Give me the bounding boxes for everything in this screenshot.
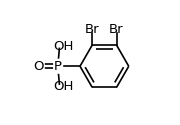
Text: OH: OH <box>53 40 74 53</box>
Text: Br: Br <box>85 23 100 36</box>
Text: P: P <box>54 60 62 73</box>
Text: O: O <box>33 60 44 73</box>
Text: OH: OH <box>53 80 74 93</box>
Text: Br: Br <box>109 23 124 36</box>
